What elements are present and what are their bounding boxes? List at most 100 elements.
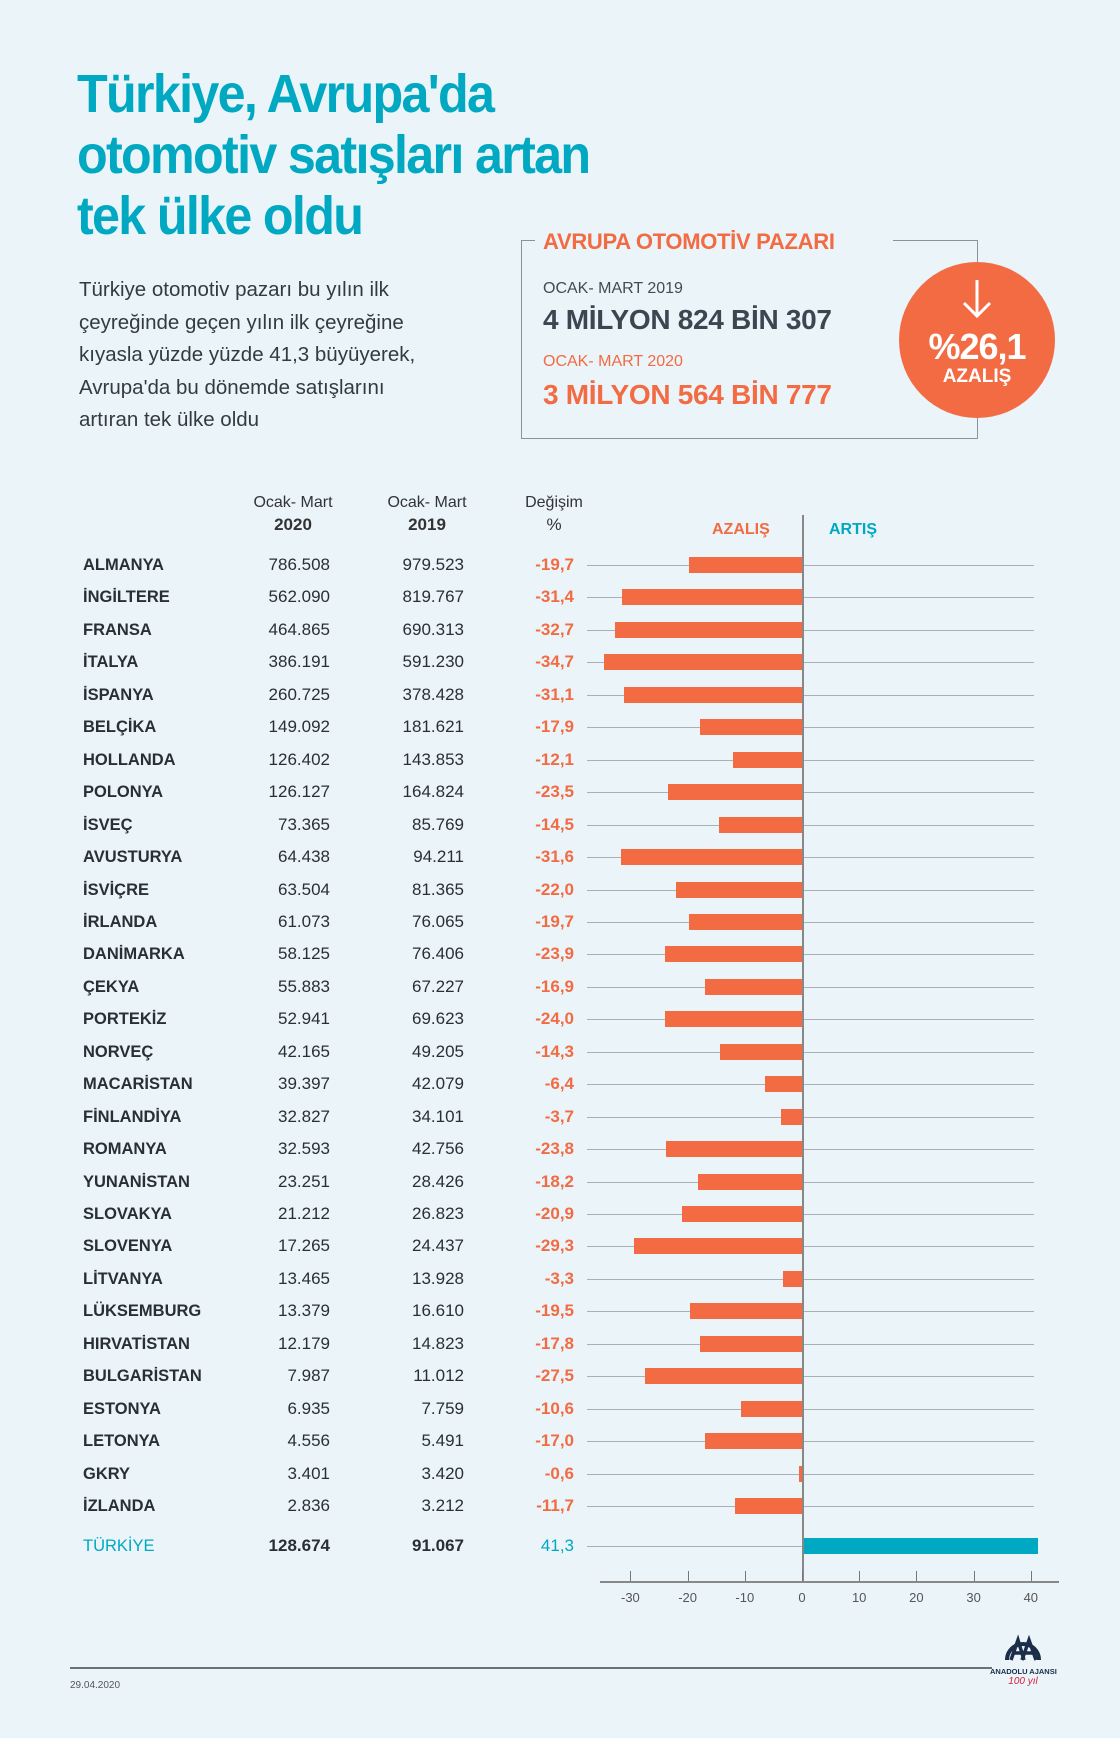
value-2020: 21.212 — [278, 1204, 330, 1223]
bar — [765, 1076, 802, 1093]
value-2019: 3.420 — [421, 1463, 464, 1483]
x-tick — [916, 1571, 918, 1581]
change-value: -23,5 — [535, 782, 574, 802]
bar — [644, 1368, 802, 1385]
gridline — [587, 1441, 1034, 1443]
value-2020: 13.379 — [278, 1301, 330, 1321]
gridline — [587, 759, 1034, 761]
gridline — [587, 1278, 1034, 1280]
change-badge: %26,1 AZALIŞ — [899, 262, 1055, 418]
gridline — [587, 1246, 1034, 1248]
x-tick-label: 10 — [851, 1590, 867, 1605]
legend-increase: ARTIŞ — [829, 521, 877, 538]
value-2020: 17.265 — [278, 1236, 330, 1256]
country-label: TÜRKİYE — [83, 1537, 155, 1555]
change-value: -23,9 — [535, 944, 574, 964]
country-label: HIRVATİSTAN — [83, 1334, 190, 1353]
intro-line: Avrupa'da bu dönemde satışlarını — [79, 375, 385, 399]
value-2019: 42.079 — [412, 1074, 464, 1094]
change-label: AZALIŞ — [942, 366, 1012, 387]
intro-text: Türkiye otomotiv pazarı bu yılın ilk çey… — [79, 274, 479, 437]
change-value: -23,8 — [535, 1139, 574, 1159]
change-value: -0,6 — [544, 1463, 574, 1483]
gridline — [587, 921, 1034, 923]
country-label: LETONYA — [83, 1432, 161, 1451]
bar — [665, 1141, 802, 1158]
change-value: -31,6 — [535, 847, 574, 867]
column-header-2019: Ocak- Mart 2019 — [367, 492, 487, 536]
gridline — [587, 857, 1034, 859]
bar — [621, 849, 802, 866]
value-2020: 13.465 — [278, 1268, 330, 1288]
value-2020: 55.883 — [278, 976, 330, 996]
change-value: -27,5 — [535, 1366, 574, 1386]
intro-line: çeyreğinde geçen yılın ilk çeyreğine — [79, 310, 404, 334]
country-label: YUNANİSTAN — [83, 1172, 190, 1191]
footer-date: 29.04.2020 — [70, 1680, 121, 1691]
value-2020: 39.397 — [278, 1074, 330, 1094]
bar — [732, 751, 802, 768]
bar — [705, 978, 802, 995]
bar — [735, 1498, 802, 1515]
value-2019: 28.426 — [412, 1171, 464, 1191]
gridline — [587, 889, 1034, 891]
country-label: İRLANDA — [83, 912, 158, 931]
title-line: Türkiye, Avrupa'da — [77, 64, 495, 124]
bar — [634, 1238, 802, 1255]
gridline — [587, 1311, 1034, 1313]
value-2019: 94.211 — [413, 847, 464, 867]
value-2019: 143.853 — [402, 749, 464, 769]
change-value: -14,3 — [535, 1041, 574, 1061]
value-2020: 2.836 — [287, 1496, 330, 1516]
change-value: -18,2 — [535, 1171, 574, 1191]
gridline — [587, 1343, 1034, 1345]
country-label: İSVİÇRE — [83, 880, 150, 899]
change-value: -17,0 — [535, 1431, 574, 1451]
country-label: HOLLANDA — [83, 750, 176, 769]
gridline — [587, 1181, 1034, 1183]
value-2019: 81.365 — [412, 879, 464, 899]
change-value: -12,1 — [535, 749, 574, 769]
value-2019: 16.610 — [412, 1301, 464, 1321]
value-2019: 181.621 — [402, 717, 464, 737]
country-label: GKRY — [83, 1464, 131, 1483]
summary-title: AVRUPA OTOMOTİV PAZARI — [543, 229, 835, 254]
header-top: Ocak- Mart — [387, 494, 467, 511]
country-label: PORTEKİZ — [83, 1010, 167, 1029]
bar — [699, 719, 802, 736]
header-top: Ocak- Mart — [253, 494, 333, 511]
x-tick — [802, 1571, 803, 1581]
value-2020: 3.401 — [287, 1463, 330, 1483]
change-value: -11,7 — [536, 1496, 574, 1516]
bar — [783, 1270, 802, 1287]
value-2019: 24.437 — [412, 1236, 464, 1256]
country-label: FİNLANDİYA — [83, 1107, 182, 1126]
value-2019: 85.769 — [412, 814, 464, 834]
value-2019: 5.491 — [421, 1431, 464, 1451]
x-tick-label: 30 — [966, 1590, 981, 1605]
x-tick-label: -10 — [735, 1590, 755, 1605]
bar — [603, 654, 802, 671]
country-label: AVUSTURYA — [83, 848, 183, 867]
x-tick — [687, 1571, 689, 1581]
column-header-change: Değişim% — [494, 492, 614, 536]
bar — [720, 1043, 802, 1060]
bar — [682, 1206, 802, 1222]
value-2020: 52.941 — [278, 1009, 330, 1029]
value-2020: 464.865 — [268, 619, 330, 639]
value-2020: 786.508 — [268, 555, 330, 574]
change-value: -19,7 — [535, 555, 574, 574]
change-value: -3,7 — [544, 1106, 574, 1126]
value-2019: 819.767 — [402, 587, 464, 607]
country-label: ESTONYA — [83, 1399, 161, 1418]
value-2019: 76.065 — [412, 911, 464, 931]
value-2020: 73.365 — [278, 814, 330, 834]
bar — [676, 881, 802, 898]
value-2019: 42.756 — [412, 1139, 464, 1159]
bar — [802, 1538, 1039, 1554]
country-label: MACARİSTAN — [83, 1075, 193, 1094]
value-2019: 164.824 — [402, 782, 464, 802]
country-label: FRANSA — [83, 620, 152, 639]
country-label: İNGİLTERE — [83, 588, 170, 607]
